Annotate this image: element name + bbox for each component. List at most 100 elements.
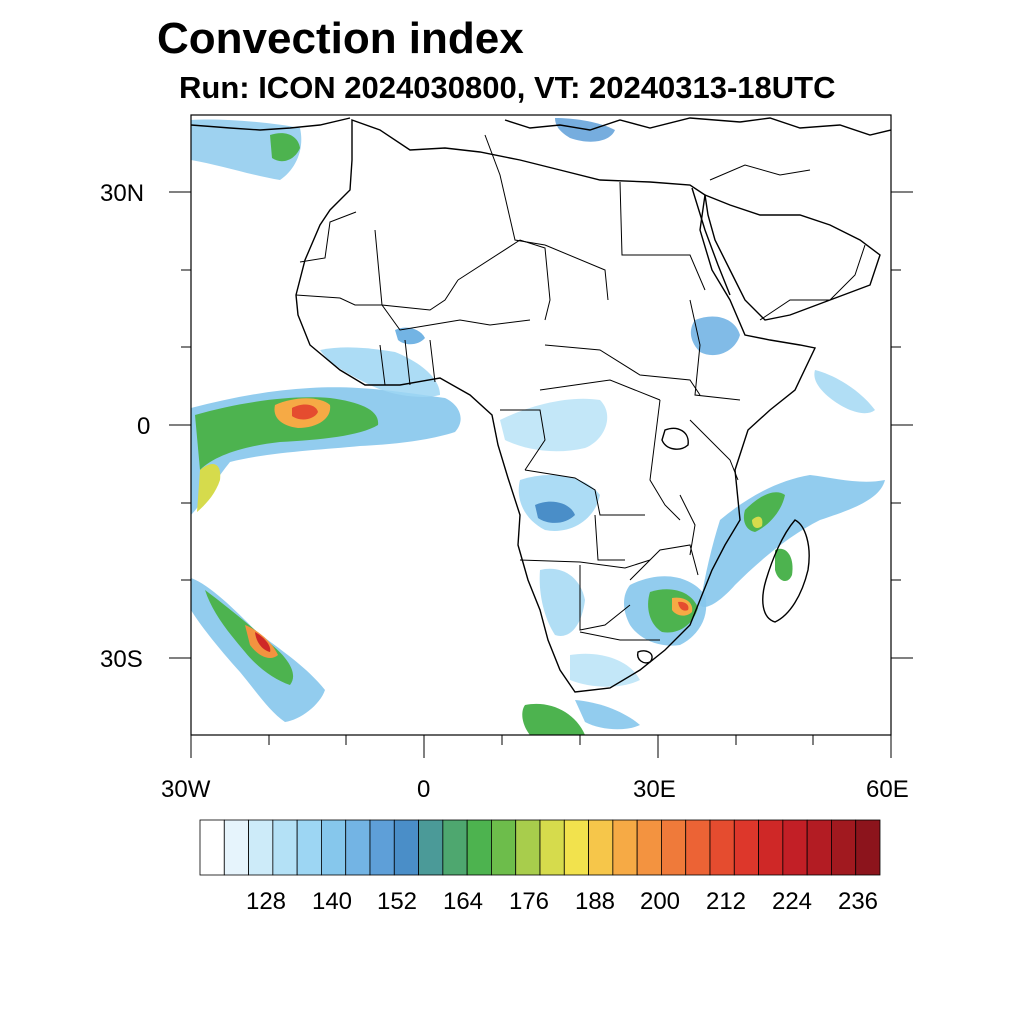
- colorbar-swatch: [612, 819, 638, 876]
- colorbar-swatch: [782, 819, 808, 876]
- convection-madagascar-east: [775, 548, 793, 582]
- convection-congo-core: [535, 501, 575, 523]
- border-kenya-tanzania: [689, 419, 739, 481]
- africa-coastline: [295, 119, 817, 693]
- lon-label-30e: 30E: [633, 776, 676, 803]
- border-algeria-libya: [484, 134, 546, 246]
- lon-label-30w: 30W: [161, 776, 211, 803]
- arabia-coastline: [704, 193, 881, 321]
- colorbar-swatch: [806, 819, 832, 876]
- colorbar-label: 128: [245, 888, 287, 915]
- colorbar-label: 212: [705, 888, 747, 915]
- colorbar-swatch: [442, 819, 468, 876]
- border-mideast: [709, 164, 811, 181]
- border-sudan-ethiopia: [689, 299, 741, 401]
- border-niger-chad: [457, 239, 551, 321]
- convection-south-atlantic-peak: [255, 632, 271, 652]
- border-sa-north: [579, 631, 660, 641]
- map-subtitle: Run: ICON 2024030800, VT: 20240313-18UTC: [179, 70, 836, 105]
- border-libya-chad-sudan: [544, 244, 609, 301]
- colorbar-swatch: [588, 819, 614, 876]
- border-sahel: [295, 294, 531, 331]
- colorbar-label: 140: [311, 888, 353, 915]
- convection-madagascar-band: [700, 475, 885, 608]
- convection-guinea-spots: [395, 327, 425, 345]
- colorbar-swatch: [758, 819, 784, 876]
- convection-somali: [814, 370, 875, 414]
- lon-label-60e: 60E: [866, 776, 909, 803]
- colorbar-swatch: [685, 819, 711, 876]
- border-saudi-oman: [829, 244, 866, 301]
- border-namibia: [519, 559, 651, 569]
- lat-label-30s: 30S: [100, 646, 143, 673]
- colorbar-swatch: [563, 819, 589, 876]
- colorbar-label: 176: [508, 888, 550, 915]
- convection-cape: [570, 653, 640, 687]
- border-zimbabwe: [629, 544, 699, 581]
- convection-se-africa-peak: [678, 601, 689, 611]
- colorbar-swatch: [296, 819, 322, 876]
- border-west-sahara: [299, 211, 357, 263]
- colorbar: [199, 819, 881, 876]
- border-drc-east: [649, 399, 681, 521]
- convection-atlantic-edge: [197, 464, 221, 512]
- colorbar-swatch: [393, 819, 419, 876]
- border-mozambique-malawi: [679, 494, 696, 556]
- border-egypt-sudan: [622, 254, 706, 291]
- convection-south-band-outer: [575, 700, 640, 730]
- colorbar-label: 236: [837, 888, 879, 915]
- axis-ticks: [169, 191, 913, 758]
- convection-ethiopia: [690, 316, 740, 356]
- convection-central-africa: [500, 398, 608, 452]
- colorbar-label: 188: [574, 888, 616, 915]
- convection-atlantic-peak: [292, 404, 318, 420]
- colorbar-swatch: [466, 819, 492, 876]
- colorbar-swatch: [539, 819, 565, 876]
- convection-kalahari: [539, 568, 585, 636]
- italy-greece-coastline: [504, 117, 741, 131]
- colorbar-swatch: [345, 819, 371, 876]
- colorbar-swatch: [831, 819, 857, 876]
- colorbar-swatch: [321, 819, 347, 876]
- colorbar-label: 164: [442, 888, 484, 915]
- colorbar-swatch: [223, 819, 249, 876]
- madagascar-coastline: [762, 519, 810, 623]
- convection-atlantic-core: [195, 397, 379, 470]
- border-gabon-congo: [500, 409, 546, 471]
- colorbar-swatch: [418, 819, 444, 876]
- colorbar-swatch: [199, 819, 225, 876]
- colorbar-swatch: [709, 819, 735, 876]
- border-angola-zambia: [594, 514, 625, 561]
- lake-victoria: [661, 427, 689, 450]
- lat-label-30n: 30N: [100, 180, 145, 207]
- convection-nw-core: [270, 133, 300, 162]
- convection-field: [191, 118, 885, 735]
- colorbar-swatch: [515, 819, 541, 876]
- europe-coastline: [191, 117, 351, 131]
- lesotho-border: [636, 650, 653, 664]
- colorbar-swatch: [248, 819, 274, 876]
- border-algeria-mali: [374, 229, 459, 311]
- colorbar-swatch: [636, 819, 662, 876]
- border-car-drc: [539, 379, 661, 401]
- colorbar-swatch: [855, 819, 881, 876]
- convection-madagascar-hot: [752, 516, 763, 528]
- lon-label-0: 0: [417, 776, 431, 803]
- turkey-coastline: [739, 117, 891, 136]
- convection-south-band: [522, 703, 585, 735]
- colorbar-swatch: [491, 819, 517, 876]
- country-borders: [295, 134, 866, 641]
- colorbar-label: 152: [376, 888, 418, 915]
- colorbar-label: 200: [639, 888, 681, 915]
- border-botswana: [579, 565, 631, 631]
- border-sudan-south: [544, 344, 701, 396]
- colorbar-swatch: [369, 819, 395, 876]
- lat-label-0: 0: [137, 413, 151, 440]
- map-title: Convection index: [157, 14, 524, 63]
- coastlines: [191, 117, 891, 693]
- red-sea-coastline: [691, 187, 731, 296]
- colorbar-swatch: [661, 819, 687, 876]
- colorbar-label: 224: [771, 888, 813, 915]
- border-saudi-yemen: [759, 299, 830, 321]
